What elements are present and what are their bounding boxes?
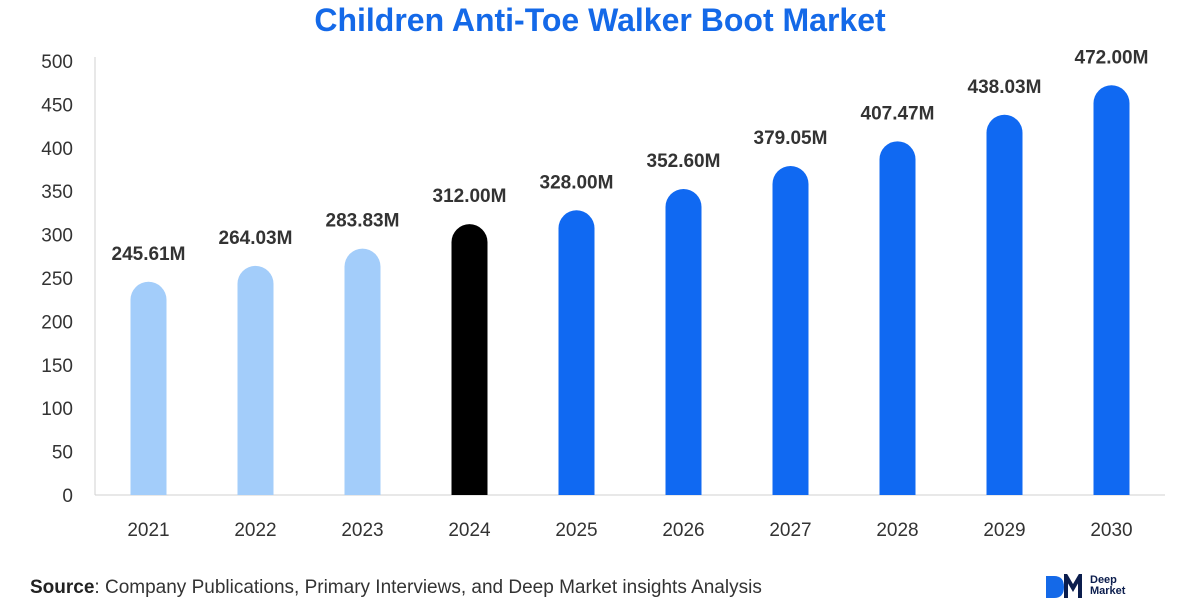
logo-line2: Market bbox=[1090, 585, 1126, 597]
bars bbox=[130, 85, 1130, 495]
data-label-2028: 407.47M bbox=[861, 103, 935, 124]
bar-2028 bbox=[879, 141, 916, 495]
y-tick-label: 450 bbox=[41, 95, 73, 116]
bar-2021 bbox=[130, 281, 167, 495]
x-tick-label-2021: 2021 bbox=[127, 520, 169, 541]
x-tick-label-2023: 2023 bbox=[341, 520, 383, 541]
data-label-2025: 328.00M bbox=[540, 172, 614, 193]
y-tick-label: 250 bbox=[41, 269, 73, 290]
data-label-2026: 352.60M bbox=[647, 151, 721, 172]
source-note: Source: Company Publications, Primary In… bbox=[30, 577, 762, 599]
x-tick-label-2024: 2024 bbox=[448, 520, 491, 541]
data-label-2024: 312.00M bbox=[433, 186, 507, 207]
bar-2026 bbox=[665, 188, 702, 495]
x-tick-label-2030: 2030 bbox=[1090, 520, 1132, 541]
chart-title: Children Anti-Toe Walker Boot Market bbox=[314, 2, 886, 38]
y-tick-label: 100 bbox=[41, 399, 73, 420]
bar-2024 bbox=[451, 224, 488, 495]
logo-text: Deep Market bbox=[1090, 575, 1125, 597]
bar-2027 bbox=[772, 165, 809, 495]
x-tick-label-2026: 2026 bbox=[662, 520, 704, 541]
logo-line1: Deep bbox=[1090, 574, 1117, 586]
data-label-2023: 283.83M bbox=[326, 211, 400, 232]
y-tick-label: 500 bbox=[41, 52, 73, 73]
data-label-2029: 438.03M bbox=[968, 77, 1042, 98]
data-label-2021: 245.61M bbox=[112, 244, 186, 265]
source-label: Source bbox=[30, 577, 95, 598]
x-tick-label-2025: 2025 bbox=[555, 520, 597, 541]
bar-2025 bbox=[558, 210, 595, 495]
data-labels: 245.61M 264.03M 283.83M 312.00M 328.00M 352.6… bbox=[112, 47, 1149, 265]
x-tick-label-2027: 2027 bbox=[769, 520, 811, 541]
logo-mark-icon bbox=[1046, 574, 1082, 598]
data-label-2030: 472.00M bbox=[1075, 47, 1149, 68]
x-axis: 2021 2022 2023 2024 2025 2026 2027 2028 2029 2030 bbox=[95, 494, 1165, 541]
bar-2023 bbox=[344, 248, 381, 495]
bar-2022 bbox=[237, 265, 274, 495]
y-tick-label: 400 bbox=[41, 139, 73, 160]
x-tick-label-2028: 2028 bbox=[876, 520, 918, 541]
y-tick-label: 150 bbox=[41, 356, 73, 377]
y-tick-label: 200 bbox=[41, 312, 73, 333]
bar-2029 bbox=[986, 114, 1023, 495]
x-tick-label-2029: 2029 bbox=[983, 520, 1025, 541]
bar-2030 bbox=[1093, 85, 1130, 495]
data-label-2027: 379.05M bbox=[754, 128, 828, 149]
logo: Deep Market bbox=[1044, 572, 1194, 600]
y-axis: 0 50 100 150 200 250 300 350 400 450 500 bbox=[41, 52, 96, 507]
data-label-2022: 264.03M bbox=[219, 228, 293, 249]
y-tick-label: 0 bbox=[62, 486, 73, 507]
y-tick-label: 350 bbox=[41, 182, 73, 203]
source-text: : Company Publications, Primary Intervie… bbox=[94, 577, 762, 598]
x-tick-label-2022: 2022 bbox=[234, 520, 276, 541]
y-tick-label: 50 bbox=[52, 443, 73, 464]
y-tick-label: 300 bbox=[41, 226, 73, 247]
